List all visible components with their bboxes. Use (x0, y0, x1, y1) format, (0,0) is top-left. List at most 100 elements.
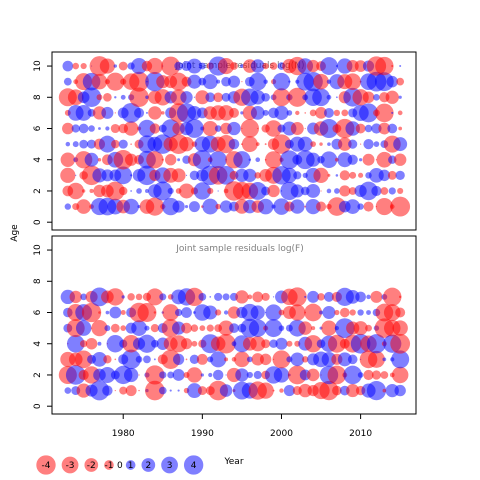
residual-bubble (210, 351, 227, 368)
residual-bubble (396, 77, 405, 86)
panel-title: Joint sample residuals log(F) (175, 244, 303, 254)
residual-bubble (240, 64, 244, 68)
y-tick-label: 4 (33, 157, 43, 163)
residual-bubble (135, 293, 143, 301)
x-axis-label: Year (223, 457, 243, 467)
residual-bubble (235, 290, 249, 304)
residual-bubble (137, 334, 157, 353)
residual-bubble (216, 333, 236, 354)
residual-bubble (257, 382, 274, 399)
residual-bubble (269, 339, 278, 348)
residual-bubble (66, 334, 85, 353)
residual-bubble (125, 385, 137, 397)
residual-bubble (75, 320, 92, 336)
residual-bubble (333, 109, 341, 117)
residual-bubble (359, 103, 379, 123)
residual-bubble (146, 151, 164, 169)
residual-bubble (98, 135, 116, 153)
residual-bubble (273, 198, 290, 215)
residual-bubble (394, 384, 406, 397)
residual-bubble (92, 351, 107, 367)
legend-bubble (161, 456, 178, 474)
residual-bubble (298, 383, 312, 398)
residual-bubble (320, 190, 322, 192)
residual-bubble (246, 371, 253, 379)
x-axis: 1980 1990 2000 2010 (112, 414, 372, 439)
residual-bubble (138, 374, 140, 376)
residual-bubble (174, 61, 183, 71)
residual-bubble (64, 387, 72, 394)
x-tick-label: 1980 (112, 429, 135, 439)
residual-bubble (327, 173, 331, 177)
residual-bubble (185, 174, 188, 176)
residual-bubble (357, 203, 364, 210)
residual-bubble (327, 334, 346, 353)
residual-bubble (250, 336, 266, 352)
y-tick-label: 0 (33, 403, 43, 409)
residual-bubble (275, 337, 288, 350)
residual-bubble (180, 91, 193, 104)
residual-bubble (209, 296, 212, 298)
residual-bubble (99, 58, 115, 74)
residual-bubble (196, 353, 208, 365)
residual-bubble (72, 141, 79, 148)
residual-bubble (327, 365, 347, 385)
residual-bubble (65, 141, 71, 147)
residual-bubble (373, 141, 380, 147)
residual-bubble (193, 96, 196, 98)
residual-bubble (138, 119, 156, 138)
residual-bubble (60, 167, 76, 183)
residual-bubble (272, 88, 291, 107)
residual-bubble (382, 357, 387, 362)
residual-bubble (353, 321, 368, 336)
legend-bubble (183, 455, 204, 475)
residual-bubble (81, 189, 86, 193)
residual-bubble (304, 295, 307, 298)
residual-bubble (75, 174, 77, 176)
residual-bubble (63, 77, 72, 86)
residual-bubble (229, 323, 239, 334)
residual-bubble (123, 367, 139, 383)
residual-bubble (319, 118, 339, 139)
residual-bubble (363, 139, 374, 150)
residual-bubble (199, 325, 206, 332)
residual-bubble (174, 308, 183, 317)
residual-bubble (241, 81, 243, 83)
residual-bubble (74, 350, 93, 369)
residual-bubble (171, 168, 186, 183)
residual-bubble (349, 309, 356, 316)
residual-bubble (241, 136, 258, 153)
residual-bubble (145, 380, 165, 401)
residual-bubble (98, 127, 101, 130)
residual-bubble (181, 322, 192, 334)
residual-bubble (124, 153, 138, 166)
residual-bubble (250, 106, 265, 120)
residual-bubble (380, 371, 389, 379)
residual-bubble (223, 310, 229, 315)
residual-bubble (105, 126, 110, 131)
legend-label: -4 (42, 461, 51, 471)
residual-bubble (306, 152, 321, 167)
residual-bubble (146, 57, 163, 75)
residual-bubble (281, 167, 297, 183)
residual-bubble (274, 105, 289, 120)
residual-bubble (346, 384, 360, 398)
panel-title: Joint sample residuals log(N) (174, 61, 304, 71)
residual-bubble (297, 136, 313, 152)
residual-bubble (169, 72, 188, 91)
residual-bubble (246, 356, 253, 363)
residual-bubble (261, 292, 270, 301)
residual-bubble (250, 305, 265, 320)
residual-bubble (105, 310, 110, 315)
legend-label: 0 (117, 461, 123, 471)
residual-bubble (234, 351, 250, 368)
y-tick-label: 8 (33, 278, 43, 284)
residual-bubble (119, 386, 128, 395)
residual-bubble (261, 339, 271, 349)
residual-bubble (79, 139, 89, 149)
residual-bubble (197, 386, 207, 396)
residual-bubble (96, 94, 103, 101)
residual-bubble (272, 350, 291, 369)
residual-bubble (219, 384, 233, 397)
